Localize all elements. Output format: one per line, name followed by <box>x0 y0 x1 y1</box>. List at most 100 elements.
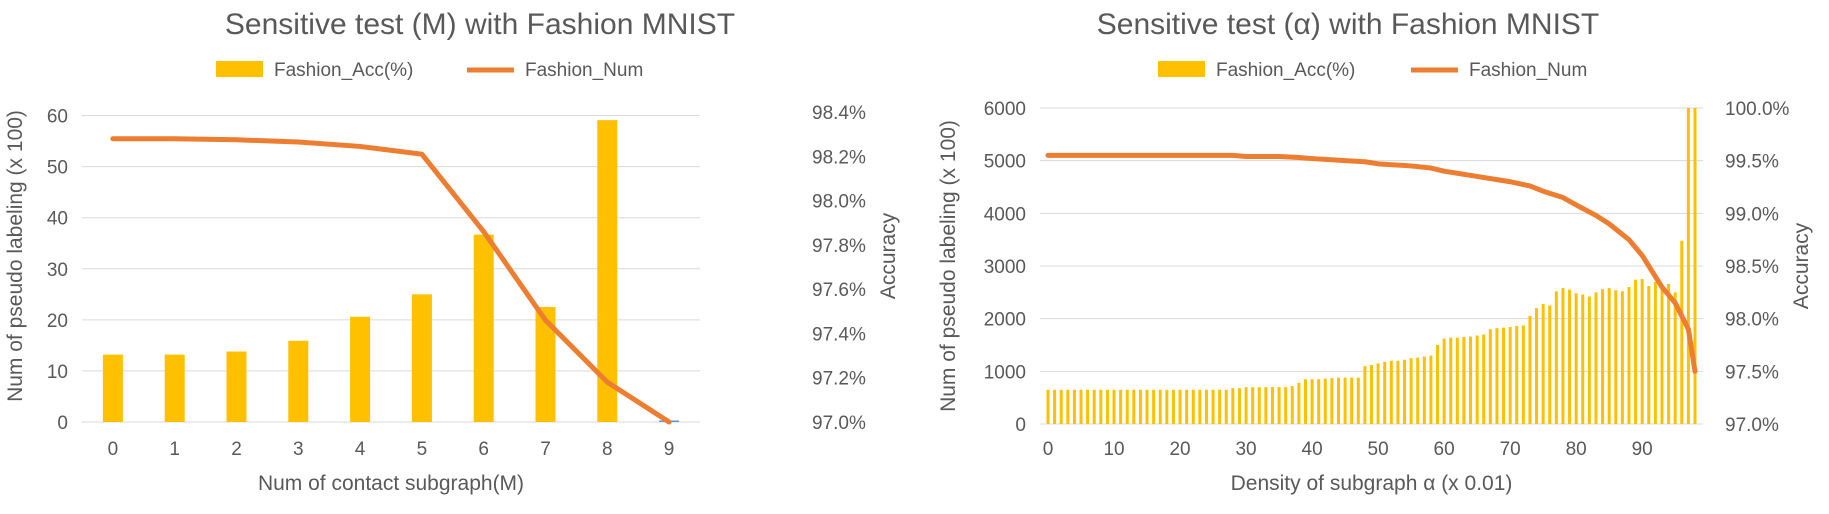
bar <box>1264 387 1268 424</box>
bar <box>1462 337 1466 424</box>
bar <box>1323 378 1327 424</box>
series-line <box>1045 152 1698 374</box>
bar <box>1185 389 1189 424</box>
legend-label-line: Fashion_Num <box>525 60 643 81</box>
bar <box>1396 360 1400 424</box>
bar <box>1198 389 1202 424</box>
x-tick-label: 9 <box>664 439 675 460</box>
bar <box>350 316 371 422</box>
y2-tick-label: 98.4% <box>812 103 866 124</box>
x-tick-label: 30 <box>1235 439 1256 460</box>
x-tick-label: 60 <box>1434 439 1455 460</box>
y-tick-label: 40 <box>47 209 68 230</box>
x-tick-label: 6 <box>478 439 489 460</box>
bar <box>288 340 309 422</box>
y-tick-label: 0 <box>57 413 68 434</box>
bar <box>1502 327 1506 424</box>
bar <box>1092 389 1096 424</box>
bar <box>1145 389 1149 424</box>
bar <box>1693 108 1697 424</box>
y-tick-label: 5000 <box>984 152 1026 173</box>
bar <box>1204 389 1208 424</box>
bar <box>1601 289 1605 424</box>
y2-tick-label: 100.0% <box>1725 99 1790 120</box>
bar <box>1673 292 1677 424</box>
bar <box>1356 377 1360 424</box>
bar <box>1647 286 1651 424</box>
x-axis-title: Num of contact subgraph(M) <box>258 472 524 495</box>
bar <box>1330 378 1334 424</box>
bar <box>1541 303 1545 424</box>
bar <box>1105 389 1109 424</box>
y2-tick-label: 99.0% <box>1725 204 1779 225</box>
bar <box>1138 389 1142 424</box>
bar <box>1521 325 1525 424</box>
bar <box>1277 387 1281 424</box>
bar <box>1152 389 1156 424</box>
x-tick-label: 2 <box>231 439 242 460</box>
y2-tick-label: 97.6% <box>812 280 866 301</box>
bar <box>1079 389 1083 424</box>
bar <box>1336 377 1340 424</box>
legend-swatch-bar <box>1158 61 1205 77</box>
y-tick-label: 30 <box>47 260 68 281</box>
x-tick-label: 40 <box>1302 439 1323 460</box>
y-tick-label: 2000 <box>984 310 1026 331</box>
bar <box>1416 357 1420 424</box>
bar <box>1191 389 1195 424</box>
legend-label-bar: Fashion_Acc(%) <box>274 60 413 81</box>
bar <box>1620 291 1624 424</box>
legend-swatch-bar <box>216 61 263 77</box>
bar <box>1482 334 1486 424</box>
legend-label-bar: Fashion_Acc(%) <box>1216 60 1355 81</box>
bar <box>1317 379 1321 424</box>
x-tick-label: 1 <box>169 439 180 460</box>
bar <box>1251 387 1255 424</box>
bar <box>1066 389 1070 424</box>
y-tick-label: 4000 <box>984 204 1026 225</box>
bar <box>1488 329 1492 424</box>
bar <box>1627 287 1631 424</box>
bar <box>1515 326 1519 424</box>
bar <box>1350 377 1354 424</box>
chart-title: Sensitive test (α) with Fashion MNIST <box>1097 8 1600 41</box>
chart-title: Sensitive test (M) with Fashion MNIST <box>225 8 735 41</box>
bar <box>1442 338 1446 424</box>
bar <box>1422 356 1426 424</box>
bar <box>1640 279 1644 424</box>
y-tick-label: 20 <box>47 311 68 332</box>
x-tick-label: 4 <box>355 439 366 460</box>
y2-tick-label: 97.2% <box>812 369 866 390</box>
bar <box>1469 336 1473 424</box>
bar <box>1548 305 1552 424</box>
bar <box>1178 389 1182 424</box>
y2-axis-title: Accuracy <box>877 212 900 299</box>
y2-tick-label: 97.0% <box>812 413 866 434</box>
bar <box>1072 389 1076 424</box>
bar <box>1535 308 1539 424</box>
bar <box>1561 288 1565 424</box>
bar <box>1376 363 1380 424</box>
bar <box>1244 387 1248 424</box>
x-tick-label: 20 <box>1169 439 1190 460</box>
bar <box>1119 389 1123 424</box>
bar <box>102 354 123 422</box>
bar <box>1046 389 1050 424</box>
x-tick-label: 5 <box>417 439 428 460</box>
bar <box>1231 388 1235 424</box>
bar <box>1436 345 1440 424</box>
bar <box>1574 293 1578 424</box>
y-tick-label: 50 <box>47 158 68 179</box>
y-tick-label: 6000 <box>984 99 1026 120</box>
bar <box>1607 288 1611 424</box>
x-tick-label: 0 <box>108 439 119 460</box>
x-tick-label: 10 <box>1103 439 1124 460</box>
bar <box>1218 389 1222 424</box>
y2-tick-label: 97.5% <box>1725 362 1779 383</box>
bar <box>1528 316 1532 424</box>
bar <box>1686 108 1690 424</box>
y-tick-label: 0 <box>1015 415 1026 436</box>
x-tick-label: 8 <box>602 439 613 460</box>
bar <box>1125 389 1129 424</box>
